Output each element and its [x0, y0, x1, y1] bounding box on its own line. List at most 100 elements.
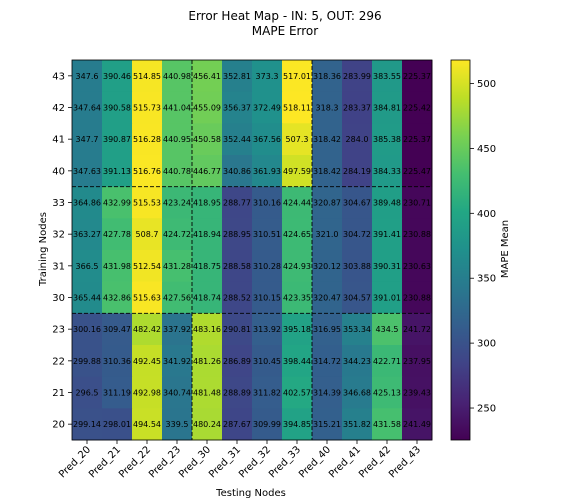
x-tick-label: Pred_33 [267, 444, 303, 480]
colorbar-tick-label: 250 [477, 404, 496, 415]
cell-value-label: 311.19 [103, 389, 131, 398]
colorbar-label: MAPE Mean [500, 220, 511, 278]
cell-value-label: 284.0 [346, 135, 369, 144]
cell-value-label: 390.31 [373, 262, 401, 271]
cell-value-label: 446.77 [193, 167, 221, 176]
y-tick-label: 31 [52, 261, 65, 272]
cell-value-label: 515.63 [133, 294, 161, 303]
cell-value-label: 241.72 [403, 325, 431, 334]
cell-value-label: 290.81 [223, 325, 251, 334]
cell-value-label: 288.52 [223, 294, 251, 303]
cell-value-label: 384.33 [373, 167, 401, 176]
cell-value-label: 440.98 [163, 72, 191, 81]
cell-value-label: 313.92 [253, 325, 281, 334]
cell-value-label: 516.76 [133, 167, 161, 176]
cell-value-label: 482.42 [133, 325, 161, 334]
cell-value-label: 339.5 [166, 420, 189, 429]
y-tick-label: 30 [52, 293, 65, 304]
cell-value-label: 492.45 [133, 357, 161, 366]
cell-value-label: 347.6 [76, 72, 99, 81]
cell-value-label: 353.34 [343, 325, 371, 334]
cell-value-label: 424.44 [283, 199, 311, 208]
x-tick-label: Pred_23 [147, 444, 183, 480]
y-tick-label: 22 [52, 356, 65, 367]
cell-value-label: 346.68 [343, 389, 371, 398]
cell-value-label: 356.37 [223, 104, 251, 113]
cell-value-label: 318.36 [313, 72, 341, 81]
cell-value-label: 337.92 [163, 325, 191, 334]
cell-value-label: 341.92 [163, 357, 191, 366]
x-tick-label: Pred_31 [207, 444, 243, 480]
cell-value-label: 318.42 [313, 167, 341, 176]
cell-value-label: 288.77 [223, 199, 251, 208]
cell-value-label: 288.89 [223, 389, 251, 398]
cell-value-label: 427.56 [163, 294, 191, 303]
cell-value-label: 390.87 [103, 135, 131, 144]
cell-value-label: 431.28 [163, 262, 191, 271]
cell-value-label: 507.3 [286, 135, 309, 144]
cell-value-label: 225.37 [403, 72, 431, 81]
cell-value-label: 299.14 [73, 420, 101, 429]
cell-value-label: 310.16 [253, 199, 281, 208]
colorbar-tick-label: 350 [477, 274, 496, 285]
cell-value-label: 361.93 [253, 167, 281, 176]
cell-value-label: 398.44 [283, 357, 311, 366]
y-tick-label: 42 [52, 103, 65, 114]
cell-value-label: 402.57 [283, 389, 311, 398]
y-tick-label: 40 [52, 166, 65, 177]
cell-value-label: 320.12 [313, 262, 341, 271]
cell-value-label: 518.11 [283, 104, 311, 113]
cell-value-label: 390.46 [103, 72, 131, 81]
y-tick-label: 23 [52, 325, 65, 336]
cell-value-label: 230.88 [403, 230, 431, 239]
cell-value-label: 300.16 [73, 325, 101, 334]
cell-value-label: 425.13 [373, 389, 401, 398]
cell-value-label: 455.09 [193, 104, 221, 113]
x-tick-label: Pred_40 [297, 444, 333, 480]
cell-value-label: 241.49 [403, 420, 431, 429]
cell-value-label: 239.43 [403, 389, 431, 398]
cell-value-label: 423.24 [163, 199, 191, 208]
cell-value-label: 372.49 [253, 104, 281, 113]
cell-value-label: 394.85 [283, 420, 311, 429]
cell-value-label: 434.5 [376, 325, 399, 334]
cell-value-label: 352.81 [223, 72, 251, 81]
cell-value-label: 351.82 [343, 420, 371, 429]
x-tick-label: Pred_41 [327, 444, 363, 480]
x-axis-label: Testing Nodes [215, 488, 286, 499]
y-axis-label: Training Nodes [38, 212, 49, 287]
cell-value-label: 424.65 [283, 230, 311, 239]
y-axis-ticks: 43 42 41 40 33 32 31 30 23 22 21 20 [52, 71, 72, 430]
cell-value-label: 515.53 [133, 199, 161, 208]
cell-value-label: 288.95 [223, 230, 251, 239]
cell-value-label: 347.63 [73, 167, 101, 176]
chart-subtitle: MAPE Error [252, 24, 319, 38]
cell-value-label: 288.58 [223, 262, 251, 271]
cell-value-label: 508.7 [136, 230, 159, 239]
x-tick-label: Pred_21 [87, 444, 123, 480]
cell-value-label: 340.86 [223, 167, 251, 176]
cell-value-label: 494.54 [133, 420, 161, 429]
cell-value-label: 310.45 [253, 357, 281, 366]
cell-value-label: 512.54 [133, 262, 161, 271]
cell-value-label: 340.74 [163, 389, 191, 398]
cell-value-label: 364.86 [73, 199, 101, 208]
y-tick-label: 41 [52, 135, 65, 146]
cell-value-label: 225.42 [403, 104, 431, 113]
cell-value-label: 418.75 [193, 262, 221, 271]
cell-value-label: 344.23 [343, 357, 371, 366]
cell-value-label: 450.58 [193, 135, 221, 144]
cell-value-label: 296.5 [76, 389, 99, 398]
cell-value-label: 481.48 [193, 389, 221, 398]
cell-value-label: 315.21 [313, 420, 341, 429]
cell-value-label: 310.36 [103, 357, 131, 366]
cell-value-label: 304.67 [343, 199, 371, 208]
cell-value-label: 418.94 [193, 230, 221, 239]
cell-value-label: 363.27 [73, 230, 101, 239]
cell-value-label: 316.95 [313, 325, 341, 334]
cell-value-label: 318.3 [316, 104, 339, 113]
cell-value-label: 365.44 [73, 294, 101, 303]
y-tick-label: 33 [52, 198, 65, 209]
cell-value-label: 314.39 [313, 389, 341, 398]
